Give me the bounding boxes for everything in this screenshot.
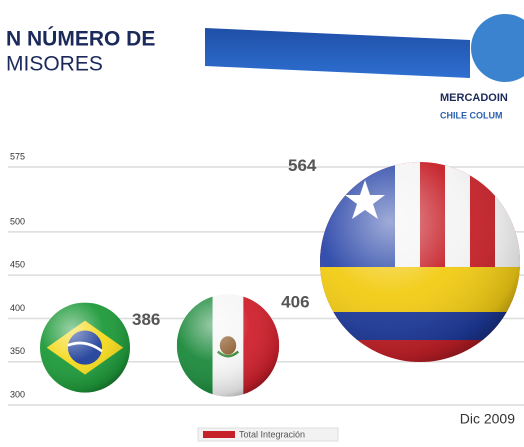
chart-title: N NÚMERO DE (6, 27, 155, 51)
bubble (176, 294, 280, 397)
value-label: 386 (132, 310, 160, 329)
date-label: Dic 2009 (460, 411, 515, 427)
y-tick-label: 350 (10, 346, 25, 356)
y-tick-label: 300 (10, 389, 25, 399)
y-tick-label: 450 (10, 260, 25, 270)
footer-logo (203, 431, 235, 438)
logo-subtext: CHILE COLUM (440, 110, 503, 120)
footer-text: Total Integración (239, 429, 305, 439)
globe (471, 14, 524, 82)
logo-text: MERCADOIN (440, 92, 508, 104)
y-tick-label: 400 (10, 303, 25, 313)
banner (205, 28, 470, 78)
y-tick-label: 575 (10, 151, 25, 161)
value-label: 564 (288, 156, 317, 175)
bubble (40, 302, 130, 393)
y-tick-label: 500 (10, 216, 25, 226)
bubble (320, 162, 520, 363)
chart-subtitle: MISORES (6, 53, 103, 76)
value-label: 406 (281, 293, 309, 312)
